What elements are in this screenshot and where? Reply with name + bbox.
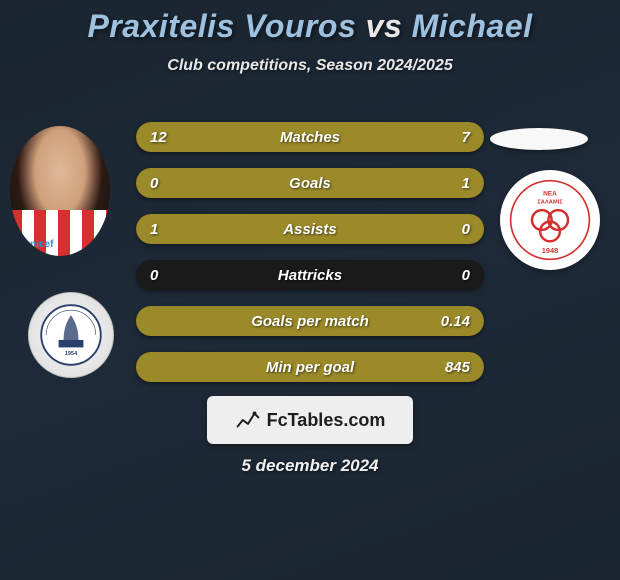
footer-brand: FcTables.com (207, 396, 413, 444)
svg-text:ΝΕΑ: ΝΕΑ (543, 190, 557, 197)
player1-club-badge: 1954 (28, 292, 114, 378)
player2-avatar-placeholder (490, 128, 588, 150)
svg-text:1954: 1954 (65, 351, 78, 357)
stat-row-matches: 12 Matches 7 (136, 122, 484, 152)
player2-name: Michael (412, 8, 533, 44)
stat-label: Goals (136, 168, 484, 198)
player1-sponsor: unicef (24, 239, 53, 250)
subtitle: Club competitions, Season 2024/2025 (0, 57, 620, 75)
stat-label: Min per goal (136, 352, 484, 382)
stat-row-assists: 1 Assists 0 (136, 214, 484, 244)
stat-row-goals: 0 Goals 1 (136, 168, 484, 198)
fctables-logo-icon (235, 407, 261, 433)
stat-val-right: 0.14 (441, 306, 470, 336)
footer-brand-text: FcTables.com (267, 410, 386, 431)
vs-separator: vs (366, 8, 403, 44)
stat-label: Assists (136, 214, 484, 244)
stat-row-hattricks: 0 Hattricks 0 (136, 260, 484, 290)
svg-text:ΣΑΛΑΜΙΣ: ΣΑΛΑΜΙΣ (537, 200, 563, 206)
stat-row-goals-per-match: Goals per match 0.14 (136, 306, 484, 336)
stat-val-right: 7 (462, 122, 470, 152)
stat-label: Matches (136, 122, 484, 152)
svg-text:1948: 1948 (542, 246, 558, 255)
stat-label: Hattricks (136, 260, 484, 290)
comparison-title: Praxitelis Vouros vs Michael (0, 0, 620, 45)
apollon-badge-icon: 1954 (40, 304, 102, 366)
stat-val-right: 1 (462, 168, 470, 198)
stat-val-right: 0 (462, 214, 470, 244)
player1-avatar: unicef (10, 126, 110, 256)
player1-name: Praxitelis Vouros (88, 8, 357, 44)
stat-val-right: 845 (445, 352, 470, 382)
stats-container: 12 Matches 7 0 Goals 1 1 Assists 0 0 Hat… (136, 122, 484, 398)
nea-salamis-badge-icon: ΝΕΑ ΣΑΛΑΜΙΣ 1948 (509, 179, 591, 261)
stat-row-min-per-goal: Min per goal 845 (136, 352, 484, 382)
stat-val-right: 0 (462, 260, 470, 290)
player2-club-badge: ΝΕΑ ΣΑΛΑΜΙΣ 1948 (500, 170, 600, 270)
footer-date: 5 december 2024 (0, 456, 620, 476)
stat-label: Goals per match (136, 306, 484, 336)
